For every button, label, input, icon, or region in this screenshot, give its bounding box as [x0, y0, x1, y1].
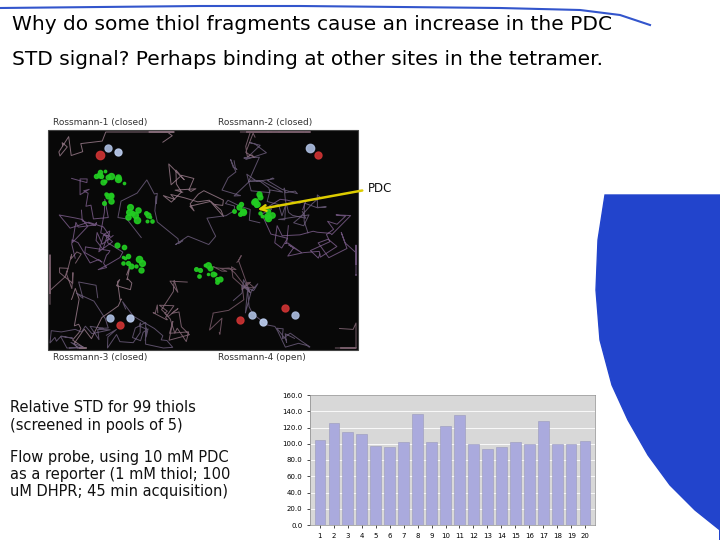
- Bar: [48, 130, 358, 350]
- Bar: [454, 415, 464, 525]
- Text: uM DHPR; 45 min acquisition): uM DHPR; 45 min acquisition): [10, 484, 228, 499]
- Text: Relative STD for 99 thiols: Relative STD for 99 thiols: [10, 400, 196, 415]
- Text: Rossmann-3 (closed): Rossmann-3 (closed): [53, 353, 148, 362]
- Text: Why do some thiol fragments cause an increase in the PDC: Why do some thiol fragments cause an inc…: [12, 15, 612, 34]
- Bar: [384, 447, 395, 525]
- Bar: [538, 421, 549, 525]
- Bar: [496, 447, 507, 525]
- Text: Rossmann-4 (open): Rossmann-4 (open): [218, 353, 306, 362]
- Bar: [468, 444, 479, 525]
- Bar: [343, 431, 353, 525]
- Bar: [482, 449, 492, 525]
- Text: Rossmann-1 (closed): Rossmann-1 (closed): [53, 118, 148, 127]
- Bar: [440, 426, 451, 525]
- Text: STD signal? Perhaps binding at other sites in the tetramer.: STD signal? Perhaps binding at other sit…: [12, 50, 603, 69]
- Bar: [524, 444, 534, 525]
- Bar: [370, 446, 381, 525]
- Text: Flow probe, using 10 mM PDC: Flow probe, using 10 mM PDC: [10, 450, 229, 465]
- Bar: [552, 444, 562, 525]
- Bar: [566, 444, 577, 525]
- Text: as a reporter (1 mM thiol; 100: as a reporter (1 mM thiol; 100: [10, 467, 230, 482]
- Text: Rossmann-2 (closed): Rossmann-2 (closed): [218, 118, 312, 127]
- Text: (screened in pools of 5): (screened in pools of 5): [10, 418, 183, 433]
- Bar: [510, 442, 521, 525]
- Bar: [413, 414, 423, 525]
- Bar: [398, 442, 409, 525]
- Polygon shape: [596, 195, 720, 540]
- Bar: [315, 440, 325, 525]
- Bar: [328, 423, 339, 525]
- Bar: [356, 434, 367, 525]
- Bar: [426, 442, 437, 525]
- Bar: [580, 441, 590, 525]
- Text: PDC: PDC: [368, 181, 392, 194]
